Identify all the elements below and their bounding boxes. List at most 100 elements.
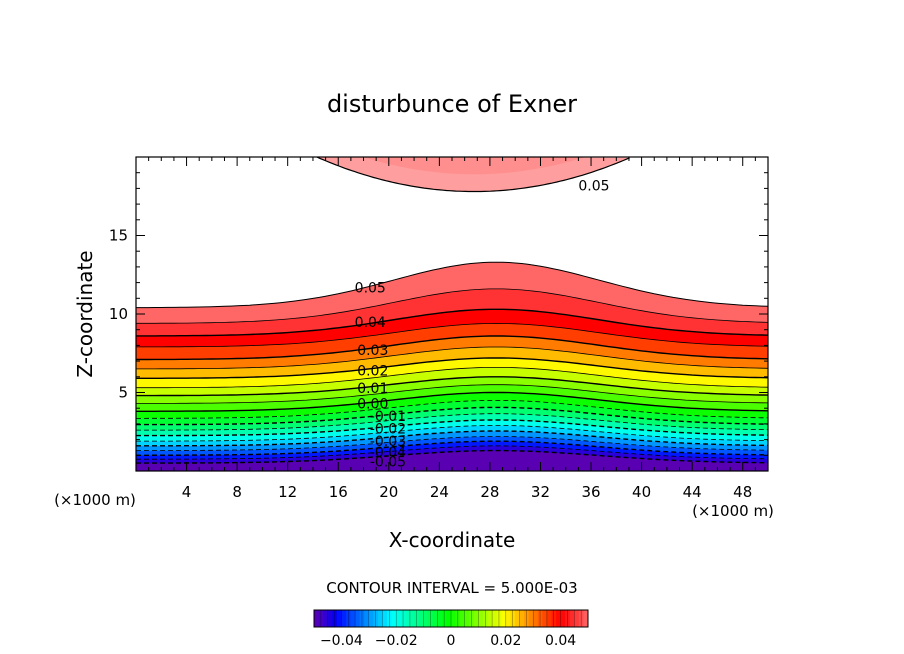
colorbar-cell — [327, 610, 333, 627]
colorbar-cell — [341, 610, 347, 627]
contour-line — [136, 449, 768, 464]
chart-title: disturbunce of Exner — [327, 90, 577, 118]
contour-label-layer: 0.050.050.040.030.020.010.00-0.01-0.02-0… — [355, 178, 610, 470]
colorbar-cell — [492, 610, 498, 627]
contour-line — [136, 346, 768, 370]
colorbar-cell — [542, 610, 548, 627]
contour-line — [136, 419, 768, 437]
x-axis-label: X-coordinate — [389, 528, 516, 552]
colorbar-tick-label: 0.02 — [490, 633, 521, 649]
contour-line — [136, 322, 768, 348]
x-tick-label: 36 — [581, 483, 600, 501]
y-tick-label: 15 — [109, 227, 128, 245]
x-tick-label: 40 — [632, 483, 651, 501]
x-tick-label: 20 — [379, 483, 398, 501]
contour-label: 0.04 — [355, 315, 386, 331]
colorbar-cell — [391, 610, 397, 627]
colorbar-cell — [377, 610, 383, 627]
x-tick-label: 48 — [733, 483, 752, 501]
colorbar-cell — [437, 610, 443, 627]
contour-line — [136, 425, 768, 442]
contour-line — [136, 406, 768, 426]
colorbar-cell — [519, 610, 525, 627]
colorbar-tick-label: −0.04 — [320, 633, 363, 649]
contour-label: -0.05 — [370, 455, 406, 471]
colorbar-cell — [464, 610, 470, 627]
colorbar-cell — [368, 610, 374, 627]
contour-line — [136, 445, 768, 460]
upper-fill-inner — [356, 157, 590, 175]
y-tick-label: 10 — [109, 305, 128, 323]
colorbar-cell — [364, 610, 370, 627]
contour-label: -0.02 — [370, 422, 406, 438]
colorbar-cell — [501, 610, 507, 627]
contour-line — [136, 288, 768, 324]
x-tick-label: 16 — [329, 483, 348, 501]
x-tick-label: 24 — [430, 483, 449, 501]
colorbar-cell — [314, 610, 319, 627]
colorbar-cell — [556, 610, 561, 627]
contour-line — [136, 376, 768, 397]
y-axis-label: Z-coordinate — [73, 250, 97, 377]
colorbar-cell — [396, 610, 402, 627]
colorbar-cell — [478, 610, 484, 627]
contour-line — [136, 400, 768, 419]
colorbar-cell — [451, 610, 456, 627]
contour-line — [136, 391, 768, 412]
colorbar-cell — [336, 610, 342, 627]
contour-label: 0.02 — [357, 364, 388, 380]
contour-interval-label: CONTOUR INTERVAL = 5.000E-03 — [326, 579, 577, 597]
contour-line — [136, 413, 768, 431]
colorbar-cell — [409, 610, 415, 627]
contour-line — [136, 335, 768, 361]
y-tick-label: 5 — [118, 384, 128, 402]
contour-label: 0.01 — [357, 381, 388, 397]
colorbar-cell — [355, 610, 361, 627]
x-tick-label: 32 — [531, 483, 550, 501]
colorbar-cell — [514, 610, 520, 627]
colorbar-cell — [460, 610, 466, 627]
contour-line — [136, 384, 768, 404]
contour-line — [136, 430, 768, 447]
colorbar-cell — [423, 610, 429, 627]
colorbar-cell — [350, 610, 356, 627]
contour-label: 0.05 — [578, 178, 609, 194]
x-tick-label: 8 — [232, 483, 242, 501]
colorbar-cell — [533, 610, 539, 627]
colorbar-cell — [446, 610, 452, 627]
x-tick-label: 4 — [182, 483, 192, 501]
colorbar-cell — [419, 610, 424, 627]
colorbar-cell — [546, 610, 552, 627]
contour-label: -0.01 — [370, 409, 406, 425]
contour-line-layer — [136, 157, 768, 464]
x-tick-label: 44 — [683, 483, 702, 501]
contour-label: -0.04 — [370, 445, 406, 461]
contour-line — [136, 308, 768, 337]
colorbar-cell — [528, 610, 534, 627]
colorbar-tick-label: 0 — [447, 633, 456, 649]
contour-line — [136, 436, 768, 451]
colorbar-cell — [382, 610, 388, 627]
contour-label: 0.03 — [357, 343, 388, 359]
contour-label: 0.05 — [355, 280, 386, 296]
contour-line — [136, 357, 768, 379]
colorbar-cell — [487, 610, 493, 627]
contour-line — [136, 440, 768, 456]
contour-line — [136, 367, 768, 389]
colorbar-tick-label: −0.02 — [375, 633, 418, 649]
colorbar-cell — [473, 610, 479, 627]
contour-label: -0.03 — [370, 434, 406, 450]
colorbar-cell — [583, 610, 589, 627]
colorbar-cell — [560, 610, 566, 627]
x-tick-label: 28 — [480, 483, 499, 501]
x-tick-label: 12 — [278, 483, 297, 501]
colorbar-tick-label: 0.04 — [545, 633, 576, 649]
contour-label: 0.00 — [357, 396, 388, 412]
contour-line — [136, 261, 768, 309]
x-axis: 4 8 12 16 20 24 28 32 36 40 44 48 — [148, 157, 756, 501]
y-axis: 5 10 15 — [109, 172, 768, 456]
x-unit-left: (×1000 m) — [54, 491, 136, 509]
colorbar: −0.04 −0.02 0 0.02 0.04 — [313, 609, 589, 649]
colorbar-cell — [569, 610, 575, 627]
